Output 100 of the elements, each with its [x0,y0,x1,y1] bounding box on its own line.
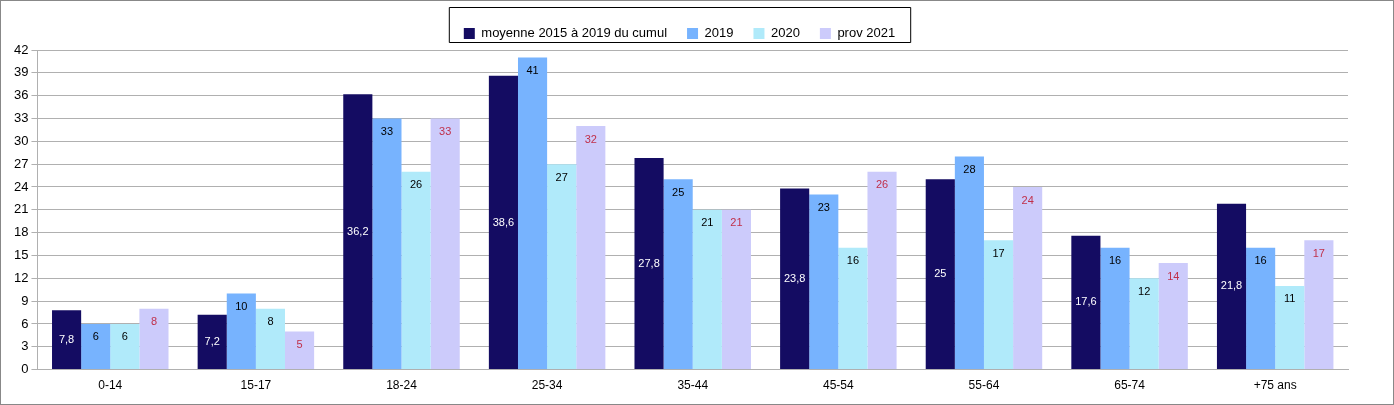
data-label: 25 [672,185,685,198]
bar [197,314,227,370]
data-label: 26 [409,178,423,191]
data-label: 16 [846,254,860,267]
bar [954,156,984,370]
bar [52,310,82,370]
x-tick-label: 15-17 [240,378,272,393]
x-tick-label: 55-64 [968,378,1000,393]
y-tick-label: 30 [13,132,29,148]
data-label: 17 [1312,246,1325,259]
bar [1158,263,1188,370]
data-label: 7,8 [58,332,75,345]
data-label: 23 [817,201,830,214]
y-tick-label: 12 [13,269,29,285]
data-label: 23,8 [783,271,806,284]
bar [925,179,955,370]
bar [780,188,810,370]
bar [226,293,256,370]
legend-label: prov 2021 [837,25,896,41]
data-label: 17,6 [1075,295,1097,308]
data-label: 14 [1167,269,1180,282]
data-label: 10 [235,300,248,313]
data-label: 5 [296,338,303,351]
data-label: 21,8 [1220,279,1243,292]
data-label: 36,2 [347,224,369,237]
data-label: 25 [934,267,947,280]
y-tick-label: 15 [13,247,29,263]
data-label: 7,2 [204,334,220,347]
bar [547,164,577,370]
bar [1216,203,1247,370]
legend-label: 2019 [704,25,734,41]
bar [663,179,693,370]
bar [983,240,1014,370]
bar [517,57,548,370]
y-tick-label: 27 [13,155,29,171]
bar [867,171,897,370]
bar [1129,278,1159,370]
bar [1013,186,1043,370]
data-label: 6 [92,330,99,343]
data-label: 11 [1284,292,1296,305]
bar [430,118,460,370]
bar [285,331,315,370]
y-tick-label: 6 [21,315,29,331]
bar [343,94,373,370]
y-tick-label: 24 [13,178,29,194]
data-label: 27 [555,170,568,183]
bar [81,323,111,370]
y-tick-label: 42 [13,41,29,57]
data-label: 8 [150,315,158,328]
y-tick-label: 33 [13,110,29,126]
data-label: 8 [267,315,274,328]
x-tick-label: 45-54 [822,378,855,393]
data-label: 33 [439,125,452,138]
bar [721,209,751,370]
bar [1100,247,1130,370]
legend-label: moyenne 2015 à 2019 du cumul [481,25,668,41]
bar [488,75,518,370]
data-label: 32 [584,132,597,145]
data-label: 33 [380,125,394,138]
y-tick-label: 18 [13,224,29,240]
data-label: 12 [1138,284,1151,297]
data-label: 27,8 [638,256,660,269]
bar [634,158,664,370]
x-tick-label: 18-24 [386,378,418,393]
bar [401,171,431,370]
x-tick-label: +75 ans [1253,378,1297,393]
y-tick-label: 3 [21,338,29,354]
x-tick-label: 25-34 [531,378,563,393]
bar [372,118,402,370]
bar [1071,235,1101,370]
data-label: 41 [526,64,539,77]
bar [838,247,868,370]
bar [809,194,839,370]
bar [139,308,169,370]
data-label: 17 [992,246,1005,259]
bar [1246,247,1276,370]
data-label: 6 [121,330,128,343]
y-tick-label: 39 [13,64,29,80]
x-tick-label: 65-74 [1114,378,1146,393]
data-label: 38,6 [492,215,515,228]
y-tick-label: 21 [13,201,29,217]
y-tick-label: 36 [13,87,29,103]
legend-label: 2020 [770,25,800,41]
x-tick-label: 0-14 [98,378,123,393]
y-tick-label: 0 [21,361,29,377]
bar [110,323,140,370]
bar [255,308,286,370]
bar [576,126,606,370]
data-label: 21 [730,216,743,229]
bar [1275,285,1305,370]
data-label: 21 [701,216,714,229]
y-tick-label: 9 [21,292,29,308]
data-label: 28 [963,163,976,176]
x-tick-label: 35-44 [677,378,709,393]
data-label: 24 [1021,193,1034,206]
data-label: 16 [1108,254,1122,267]
data-label: 26 [875,178,889,191]
bar [1304,240,1334,370]
data-label: 16 [1254,254,1267,267]
bar [692,209,722,370]
